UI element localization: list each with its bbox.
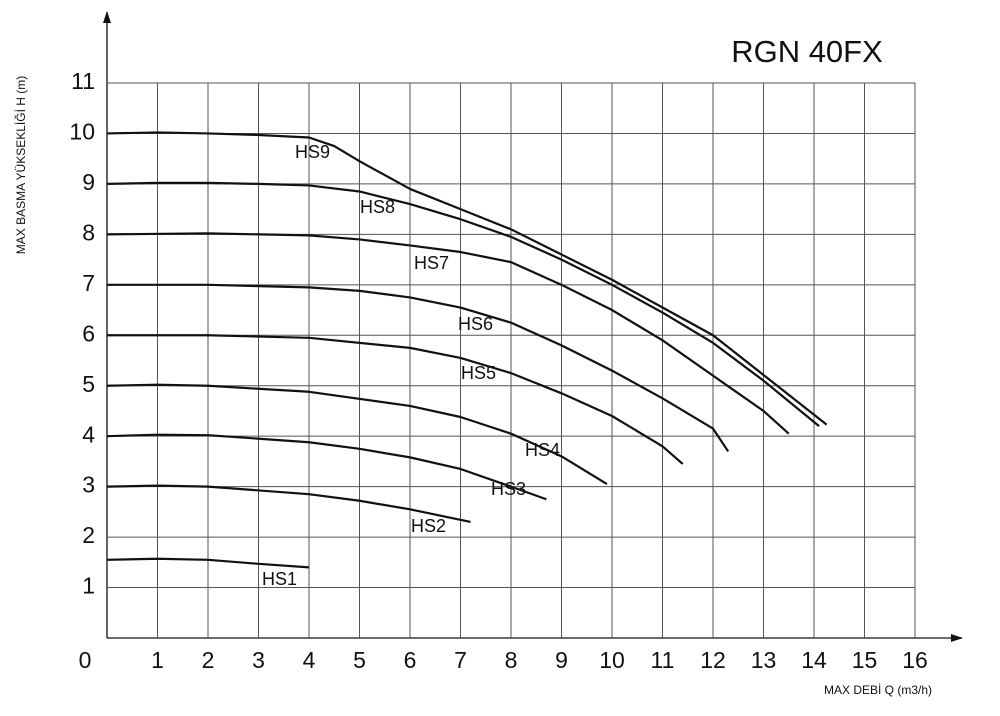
curve: [106, 383, 608, 486]
curve: [106, 232, 790, 435]
x-tick-label: 10: [599, 647, 625, 673]
x-tick-label: 8: [505, 647, 518, 673]
y-axis-label: MAX BASMA YÜKSEKLİĞİ H (m): [13, 76, 28, 255]
chart-title: RGN 40FX: [731, 34, 883, 69]
y-tick-label: 2: [82, 522, 95, 548]
x-axis-label: MAX DEBİ Q (m3/h): [824, 683, 932, 697]
x-tick-label: 3: [252, 647, 265, 673]
y-tick-label: 1: [82, 573, 95, 599]
x-tick-label: 1: [151, 647, 164, 673]
curve-label: HS4: [525, 440, 560, 460]
y-tick-label: 6: [82, 320, 95, 346]
curve: [106, 484, 471, 524]
x-tick-label: 16: [902, 647, 928, 673]
curve: [106, 433, 547, 501]
x-tick-label: 5: [353, 647, 366, 673]
y-tick-label: 5: [82, 371, 95, 397]
x-tick-label: 4: [303, 647, 316, 673]
curve-label: HS3: [491, 479, 526, 499]
y-tick-label: 9: [82, 169, 95, 195]
curve: [107, 283, 730, 452]
x-tick-label: 6: [404, 647, 417, 673]
curve-label: HS8: [360, 197, 395, 217]
curve-label: HS5: [461, 363, 496, 383]
curve-label: HS2: [411, 516, 446, 536]
x-tick-label: 9: [555, 647, 568, 673]
x-tick-label: 13: [751, 647, 777, 673]
x-tick-label: 7: [454, 647, 467, 673]
curve-label: HS7: [414, 253, 449, 273]
x-tick-label: 0: [79, 647, 92, 673]
y-tick-label: 7: [82, 270, 95, 296]
curve: [106, 557, 310, 569]
curve: [106, 181, 820, 427]
curve: [107, 334, 684, 465]
curve-label: HS9: [295, 142, 330, 162]
y-tick-label: 3: [82, 472, 95, 498]
curve-label: HS6: [458, 314, 493, 334]
x-tick-label: 14: [801, 647, 827, 673]
x-tick-label: 11: [651, 647, 675, 673]
y-tick-label: 11: [71, 68, 95, 94]
curve-label: HS1: [262, 569, 297, 589]
curve: [106, 131, 828, 426]
x-tick-label: 15: [852, 647, 878, 673]
y-tick-label: 8: [82, 219, 95, 245]
x-tick-label: 12: [700, 647, 726, 673]
y-tick-label: 10: [69, 119, 95, 145]
y-tick-label: 4: [82, 421, 95, 447]
x-tick-label: 2: [202, 647, 215, 673]
